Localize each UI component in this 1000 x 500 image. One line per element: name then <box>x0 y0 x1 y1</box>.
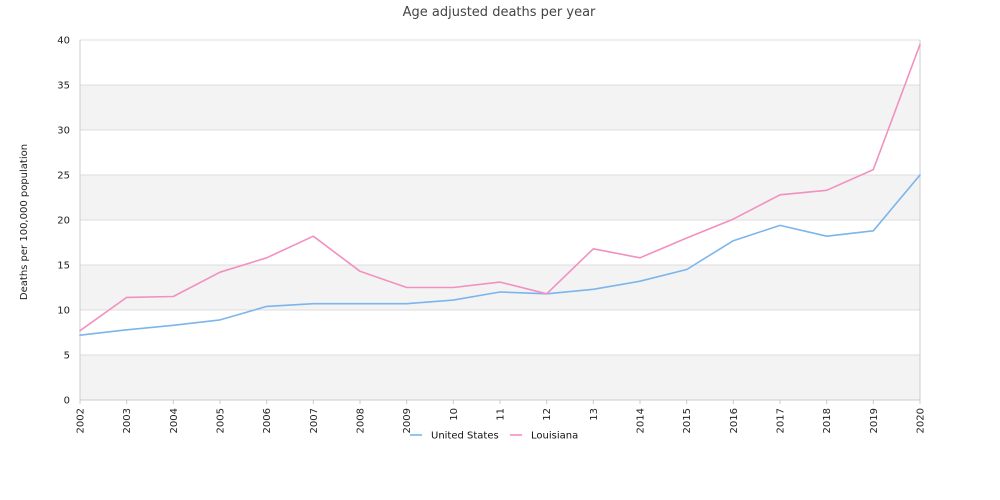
x-tick-label: 2006 <box>262 408 273 433</box>
y-tick-labels: 0 5 10 15 20 25 30 35 40 <box>57 36 70 407</box>
legend-label: Louisiana <box>531 431 578 442</box>
y-tick-label: 30 <box>57 126 70 137</box>
x-tick-label: 2020 <box>916 408 927 433</box>
background-band <box>80 175 920 220</box>
y-tick-label: 5 <box>64 351 70 362</box>
x-tick-label: 12 <box>542 408 553 421</box>
x-tick-label: 13 <box>589 408 600 421</box>
x-tick-label: 2009 <box>402 408 413 433</box>
chart-title: Age adjusted deaths per year <box>403 5 596 20</box>
legend-item-united-states[interactable]: United States <box>410 431 499 442</box>
x-tick-label: 2015 <box>682 408 693 433</box>
axes <box>79 40 921 404</box>
series-line-united-states <box>79 174 921 337</box>
x-tick-label: 2003 <box>122 408 133 433</box>
background-band <box>80 355 920 400</box>
y-axis-label: Deaths per 100,000 population <box>19 144 30 300</box>
background-band <box>80 85 920 130</box>
x-tick-label: 11 <box>496 408 507 421</box>
y-tick-label: 20 <box>57 216 70 227</box>
background-band <box>80 265 920 310</box>
y-tick-label: 0 <box>64 396 70 407</box>
legend-item-louisiana[interactable]: Louisiana <box>510 431 578 442</box>
background-bands <box>80 85 920 400</box>
y-tick-label: 40 <box>57 36 70 47</box>
x-tick-label: 2008 <box>356 408 367 433</box>
legend: United States Louisiana <box>410 431 578 442</box>
x-tick-label: 2019 <box>869 408 880 433</box>
x-tick-label: 10 <box>449 408 460 421</box>
x-tick-label: 2017 <box>776 408 787 433</box>
y-tick-label: 10 <box>57 306 70 317</box>
x-tick-labels: 2002 2003 2004 2005 2006 2007 2008 2009 10 11 12 13… <box>76 408 927 433</box>
x-tick-label: 2007 <box>309 408 320 433</box>
series-line-louisiana <box>79 43 921 332</box>
x-tick-label: 2004 <box>169 408 180 433</box>
x-tick-label: 2018 <box>822 408 833 433</box>
series-lines <box>79 43 921 337</box>
y-tick-label: 25 <box>57 171 70 182</box>
x-tick-label: 2016 <box>729 408 740 433</box>
x-tick-label: 2005 <box>216 408 227 433</box>
x-tick-label: 2014 <box>636 408 647 433</box>
legend-label: United States <box>431 431 499 442</box>
gridlines <box>80 39 920 401</box>
y-tick-label: 15 <box>57 261 70 272</box>
y-tick-label: 35 <box>57 81 70 92</box>
x-tick-label: 2002 <box>76 408 87 433</box>
